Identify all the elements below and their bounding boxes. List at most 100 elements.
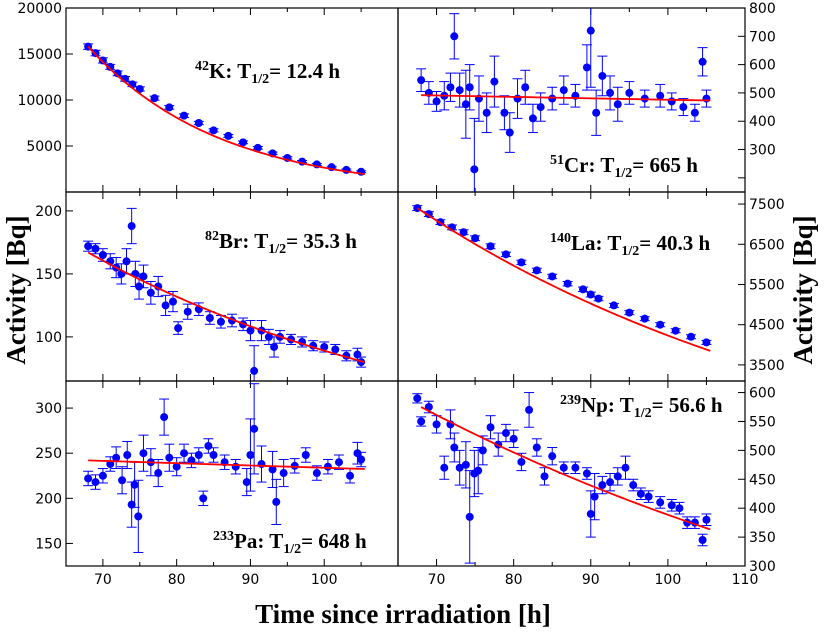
x-tick-label: 100 xyxy=(655,572,682,588)
panel-frame xyxy=(65,7,399,193)
data-point xyxy=(118,476,127,485)
data-point xyxy=(559,86,568,95)
y-tick-label: 5000 xyxy=(26,139,62,155)
data-point xyxy=(224,131,233,140)
fit-curve xyxy=(87,46,365,176)
y-tick-label: 300 xyxy=(749,559,776,575)
data-point xyxy=(199,494,208,503)
data-point xyxy=(486,242,495,251)
panel-label: 239Np: T1/2= 56.6 h xyxy=(560,393,723,421)
data-point xyxy=(320,342,329,351)
data-point xyxy=(513,94,522,103)
data-point xyxy=(165,453,174,462)
data-point xyxy=(246,451,255,459)
y-tick-label: 200 xyxy=(35,491,62,507)
data-point xyxy=(455,463,464,472)
data-point xyxy=(586,509,595,518)
data-point xyxy=(98,56,107,65)
fit-curve xyxy=(416,207,711,352)
y-axis-title-right: Activity [Bq] xyxy=(788,215,818,364)
data-point xyxy=(139,449,148,458)
data-point xyxy=(432,420,441,429)
data-point xyxy=(687,332,696,341)
y-tick-label: 700 xyxy=(749,29,776,45)
data-point xyxy=(486,423,495,432)
data-point xyxy=(205,314,214,322)
data-point xyxy=(579,285,588,294)
data-point xyxy=(450,32,459,41)
data-point xyxy=(671,326,680,335)
data-point xyxy=(161,301,170,310)
data-point xyxy=(532,443,541,452)
data-point xyxy=(621,463,630,472)
data-point xyxy=(598,71,607,80)
data-point xyxy=(334,458,343,467)
y-tick-label: 550 xyxy=(749,414,776,430)
data-point xyxy=(204,441,213,450)
data-point xyxy=(187,456,196,465)
data-point xyxy=(667,97,676,106)
y-tick-label: 800 xyxy=(749,1,776,17)
y-tick-label: 200 xyxy=(35,204,62,220)
data-point xyxy=(440,463,449,472)
x-tick-label: 100 xyxy=(311,572,338,588)
data-point xyxy=(139,272,148,281)
data-point xyxy=(246,326,255,335)
data-point xyxy=(446,83,455,92)
data-point xyxy=(586,290,595,299)
data-point xyxy=(353,350,362,359)
data-point xyxy=(279,469,288,478)
y-tick-label: 300 xyxy=(35,401,62,417)
data-point xyxy=(413,394,422,403)
data-point xyxy=(357,455,366,464)
data-point xyxy=(98,251,107,259)
y-tick-label: 350 xyxy=(749,530,776,546)
data-point xyxy=(679,103,688,112)
y-tick-label: 5500 xyxy=(749,277,785,293)
data-point xyxy=(625,88,634,97)
y-tick-label: 600 xyxy=(749,386,776,402)
y-tick-label: 250 xyxy=(35,446,62,462)
panel-K42: 5000 10000 15000 20000 42K: T1/2= 12.4 h xyxy=(17,1,399,193)
data-point xyxy=(323,462,332,471)
data-point xyxy=(702,515,711,524)
data-point xyxy=(606,88,615,97)
data-point xyxy=(606,478,615,487)
data-point xyxy=(135,84,144,93)
data-point xyxy=(91,49,100,58)
data-point xyxy=(592,108,601,117)
data-point xyxy=(209,126,218,135)
data-layer xyxy=(412,392,712,564)
data-point xyxy=(174,324,183,333)
data-point xyxy=(127,222,136,231)
data-point xyxy=(165,103,174,112)
data-point xyxy=(272,497,281,506)
data-point xyxy=(698,535,707,544)
data-point xyxy=(613,100,622,109)
data-point xyxy=(91,244,100,253)
data-point xyxy=(594,294,603,303)
data-point xyxy=(250,366,259,375)
data-point xyxy=(528,114,537,123)
data-point xyxy=(264,332,273,341)
data-point xyxy=(154,469,163,478)
data-point xyxy=(112,453,121,462)
data-point xyxy=(509,434,518,443)
panel-frame xyxy=(397,191,746,382)
data-point xyxy=(571,463,580,472)
data-point xyxy=(465,83,474,92)
panel-Br82: 100 150 200 82Br: T1/2= 35.3 h xyxy=(35,191,399,382)
data-layer xyxy=(83,383,367,553)
data-point xyxy=(130,480,139,489)
data-point xyxy=(84,474,93,483)
data-point xyxy=(471,234,480,243)
data-point xyxy=(122,257,131,266)
y-tick-label: 4500 xyxy=(749,318,785,334)
data-point xyxy=(582,63,591,72)
data-point xyxy=(501,429,510,438)
data-point xyxy=(625,308,634,317)
panel-Np239: 300 350 400 450 500 550 600 70 80 90 100 110 239Np: … xyxy=(397,380,776,588)
panel-frame xyxy=(397,380,746,567)
panel-label: 51Cr: T1/2= 665 h xyxy=(550,153,698,181)
y-tick-label: 7500 xyxy=(749,197,785,213)
